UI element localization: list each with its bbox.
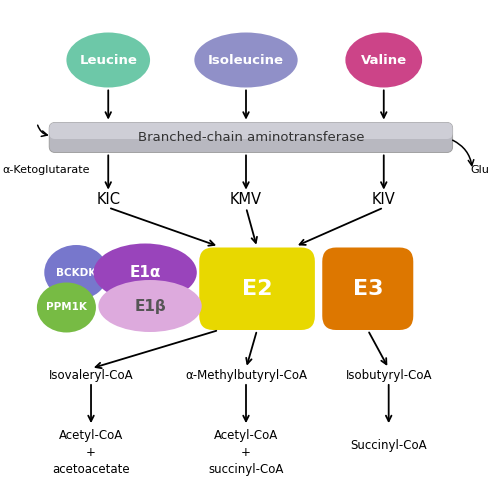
- FancyBboxPatch shape: [199, 248, 315, 330]
- Text: Isoleucine: Isoleucine: [208, 54, 284, 66]
- Text: Succinyl-CoA: Succinyl-CoA: [350, 438, 427, 452]
- Text: KMV: KMV: [230, 192, 262, 208]
- Text: E1α: E1α: [129, 265, 161, 280]
- Ellipse shape: [44, 245, 108, 300]
- Ellipse shape: [345, 32, 422, 88]
- Text: E1β: E1β: [134, 298, 166, 314]
- Text: Branched-chain aminotransferase: Branched-chain aminotransferase: [138, 131, 364, 144]
- Text: BCKDK: BCKDK: [56, 268, 96, 278]
- Text: Acetyl-CoA
+
acetoacetate: Acetyl-CoA + acetoacetate: [52, 429, 130, 476]
- Text: Valine: Valine: [361, 54, 407, 66]
- Text: PPM1K: PPM1K: [46, 302, 87, 312]
- FancyBboxPatch shape: [49, 122, 453, 139]
- Text: Glu: Glu: [471, 165, 490, 175]
- Text: Isobutyryl-CoA: Isobutyryl-CoA: [345, 368, 432, 382]
- Ellipse shape: [93, 244, 197, 302]
- FancyBboxPatch shape: [322, 248, 413, 330]
- Ellipse shape: [98, 280, 202, 332]
- Text: Acetyl-CoA
+
succinyl-CoA: Acetyl-CoA + succinyl-CoA: [208, 429, 284, 476]
- Text: α-Methylbutyryl-CoA: α-Methylbutyryl-CoA: [185, 368, 307, 382]
- Ellipse shape: [66, 32, 150, 88]
- Text: Leucine: Leucine: [79, 54, 137, 66]
- FancyBboxPatch shape: [49, 122, 453, 152]
- Text: Isovaleryl-CoA: Isovaleryl-CoA: [49, 368, 133, 382]
- Text: KIV: KIV: [372, 192, 396, 208]
- Ellipse shape: [37, 282, 96, 333]
- Text: E2: E2: [242, 279, 272, 298]
- Text: α-Ketoglutarate: α-Ketoglutarate: [2, 165, 90, 175]
- Text: E3: E3: [353, 279, 383, 298]
- Ellipse shape: [194, 32, 298, 88]
- Text: KIC: KIC: [96, 192, 120, 208]
